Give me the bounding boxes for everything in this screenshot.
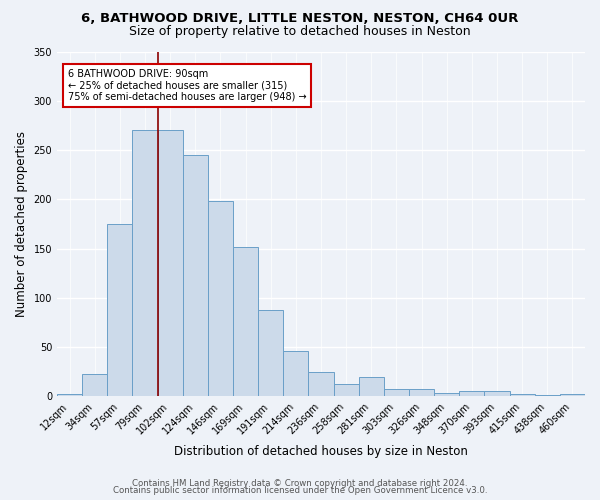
Bar	[334, 384, 359, 396]
Bar	[57, 394, 82, 396]
Text: Size of property relative to detached houses in Neston: Size of property relative to detached ho…	[129, 25, 471, 38]
Bar	[133, 130, 158, 396]
Text: 6 BATHWOOD DRIVE: 90sqm
← 25% of detached houses are smaller (315)
75% of semi-d: 6 BATHWOOD DRIVE: 90sqm ← 25% of detache…	[68, 68, 306, 102]
Bar	[158, 130, 183, 396]
Bar	[560, 394, 585, 396]
Bar	[384, 390, 409, 396]
Bar	[82, 374, 107, 396]
Bar	[208, 202, 233, 396]
Text: 6, BATHWOOD DRIVE, LITTLE NESTON, NESTON, CH64 0UR: 6, BATHWOOD DRIVE, LITTLE NESTON, NESTON…	[82, 12, 518, 26]
Bar	[459, 392, 484, 396]
Y-axis label: Number of detached properties: Number of detached properties	[15, 131, 28, 317]
Text: Contains public sector information licensed under the Open Government Licence v3: Contains public sector information licen…	[113, 486, 487, 495]
Text: Contains HM Land Registry data © Crown copyright and database right 2024.: Contains HM Land Registry data © Crown c…	[132, 478, 468, 488]
Bar	[434, 394, 459, 396]
Bar	[183, 155, 208, 396]
Bar	[308, 372, 334, 396]
Bar	[484, 392, 509, 396]
Bar	[409, 388, 434, 396]
X-axis label: Distribution of detached houses by size in Neston: Distribution of detached houses by size …	[174, 444, 468, 458]
Bar	[258, 310, 283, 396]
Bar	[283, 351, 308, 397]
Bar	[509, 394, 535, 396]
Bar	[359, 376, 384, 396]
Bar	[107, 224, 133, 396]
Bar	[233, 246, 258, 396]
